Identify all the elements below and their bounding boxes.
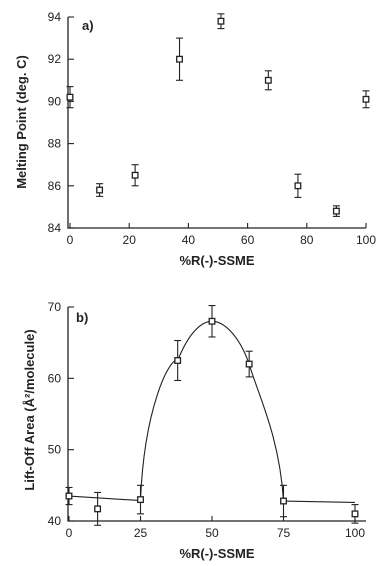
panel-a-x-tick-label: 80 [300,233,314,247]
data-point-marker [94,505,102,513]
panel-b-y-tick-label: 40 [48,514,62,528]
panel-b-points [65,305,359,526]
panel-b-axes [67,307,366,522]
data-point-marker [66,93,74,101]
panel-a-x-axis-label: %R(-)-SSME [179,253,254,268]
data-point-marker [264,76,272,84]
panel-a-axes [67,17,366,229]
panel-a-y-tick-label: 86 [48,179,62,193]
fit-line-dome [139,320,285,502]
panel-b-x-tick-label: 0 [66,526,73,540]
panel-b-y-tick-label: 70 [48,300,62,314]
data-point-marker [351,510,359,518]
data-point-marker [294,182,302,190]
panel-a-y-tick-label: 88 [48,137,62,151]
panel-a-x-tick-label: 0 [67,233,74,247]
data-point-marker [131,171,139,179]
panel-b-label: b) [76,310,88,325]
panel-b-x-tick-label: 100 [345,526,365,540]
panel-a-x-tick-label: 100 [356,233,376,247]
data-point-marker [332,207,340,215]
panel-a-label: a) [82,18,94,33]
fit-line-right [283,500,356,504]
panel-a-y-axis-label: Melting Point (deg. C) [14,55,29,189]
panel-b-fit-line [68,320,356,504]
data-point-marker [65,492,73,500]
panel-a-x-tick-label: 60 [241,233,255,247]
panel-b-y-tick-label: 50 [48,443,62,457]
panel-a-y-tick-label: 92 [48,52,62,66]
data-point-marker [174,357,182,364]
data-point-marker [217,17,225,25]
panel-b-y-tick-label: 60 [48,371,62,385]
panel-b-x-tick-label: 25 [134,526,148,540]
panel-b-ticks: 0 25 50 75 100 40 50 60 70 [48,300,366,540]
data-point-marker [208,317,216,325]
panel-b-x-axis-label: %R(-)-SSME [179,546,254,561]
data-point-marker [245,360,253,368]
panel-b: b) %R(-)-SSME Lift-Off Area (Å²/molecule… [22,300,366,561]
panel-a-y-tick-label: 84 [48,221,62,235]
panel-b-x-tick-label: 50 [205,526,219,540]
panel-b-y-axis-label: Lift-Off Area (Å²/molecule) [22,329,37,490]
panel-a-x-tick-label: 40 [182,233,196,247]
panel-a-y-tick-label: 90 [48,94,62,108]
panel-a-y-tick-label: 94 [48,10,62,24]
data-point-marker [96,186,104,194]
panel-a-x-tick-label: 20 [123,233,137,247]
data-point-marker [280,497,287,505]
data-point-marker [362,95,370,103]
panel-a-ticks: 0 20 40 60 80 100 84 86 88 90 92 94 [48,10,377,247]
data-point-marker [176,55,183,63]
panel-b-x-tick-label: 75 [277,526,291,540]
data-point-marker [137,496,144,504]
panel-a: a) %R(-)-SSME Melting Point (deg. C) 0 20… [14,10,376,268]
fit-line-left [68,495,141,502]
panel-a-points [66,13,370,217]
